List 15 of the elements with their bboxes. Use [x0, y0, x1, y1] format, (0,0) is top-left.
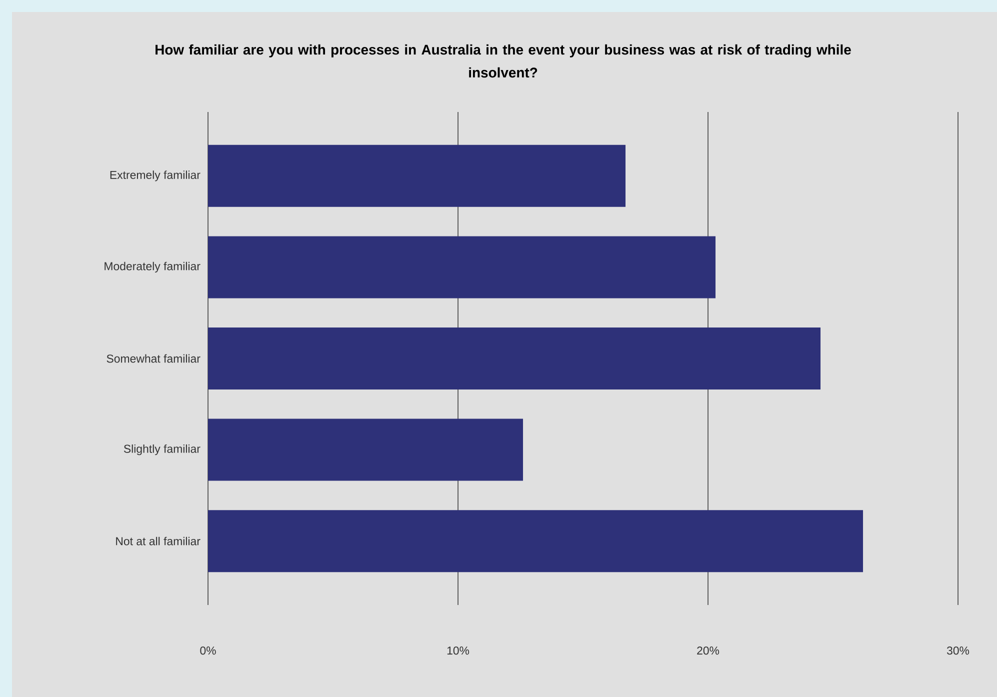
- bar: [208, 236, 716, 298]
- y-tick-label: Moderately familiar: [104, 262, 200, 273]
- x-tick-label: 10%: [447, 646, 470, 655]
- bar: [208, 327, 821, 390]
- bar: [208, 144, 626, 207]
- y-tick-label: Slightly familiar: [124, 444, 200, 456]
- x-tick-label: 30%: [946, 646, 970, 655]
- x-tick-label: 20%: [697, 646, 720, 655]
- chart-title: How familiar are you with processes in Australia in the event your business was at risk of trading while insolvent?: [156, 44, 851, 78]
- y-tick-label: Not at all familiar: [116, 536, 200, 546]
- bar: [208, 510, 864, 572]
- y-tick-label: Somewhat familiar: [106, 354, 200, 363]
- x-tick-label: 0%: [200, 646, 216, 655]
- y-tick-label: Extremely familiar: [110, 170, 200, 182]
- bar: [208, 418, 524, 481]
